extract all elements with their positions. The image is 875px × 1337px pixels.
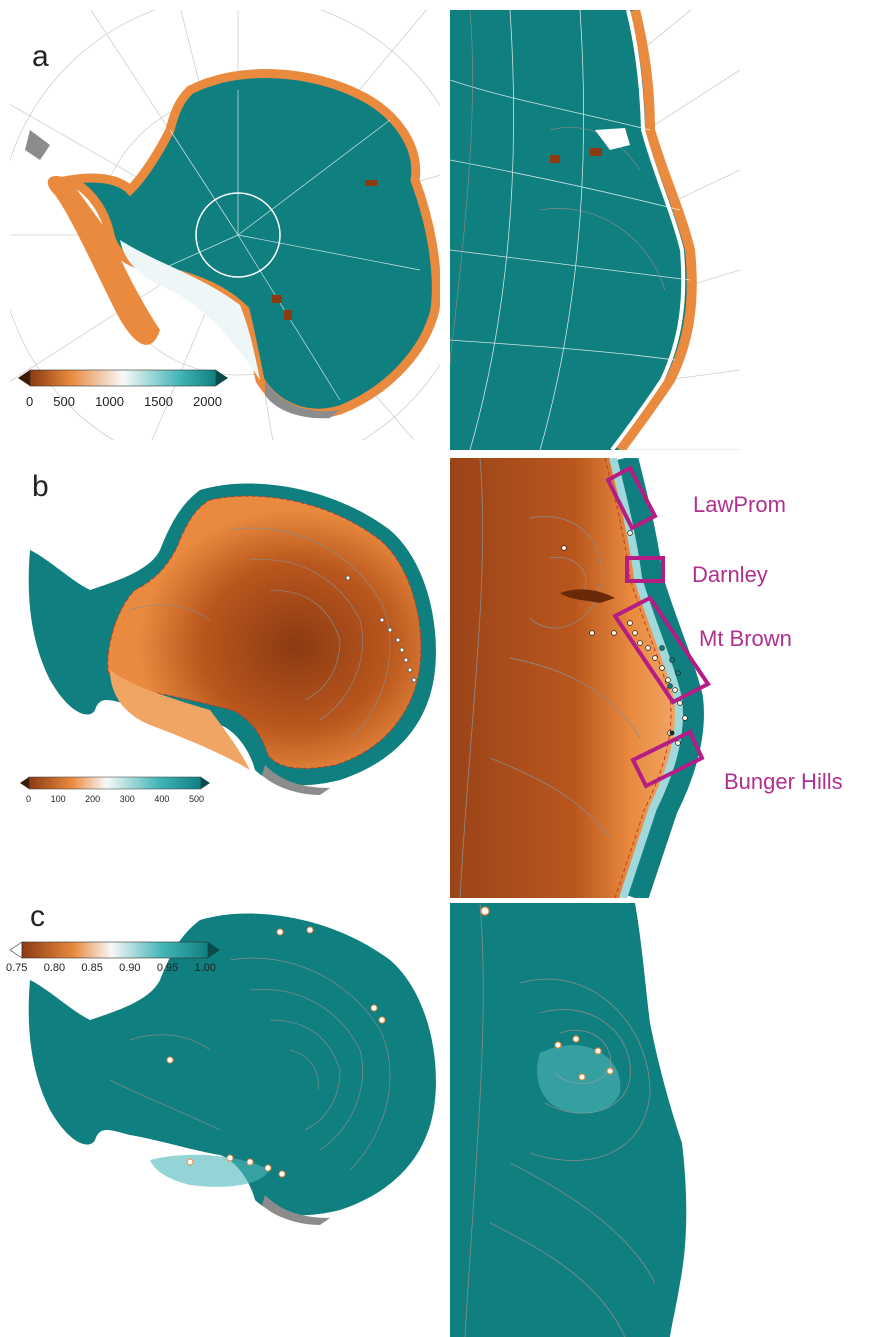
- tick-label: 2000: [193, 394, 222, 409]
- panel-a-letter: a: [32, 40, 49, 73]
- mt-brown-box: [612, 595, 711, 705]
- tick-label: 400: [154, 794, 170, 804]
- tick-label: 300: [119, 794, 135, 804]
- panel-a-zoom-map: [450, 10, 740, 450]
- panel-c-zoom-map: [450, 903, 687, 1337]
- panel-c-letter: c: [30, 900, 45, 933]
- panel-b-colorbar-ticks: 0 100 200 300 400 500: [26, 794, 204, 804]
- tick-label: 200: [85, 794, 101, 804]
- panel-b-continent-map: [28, 483, 436, 795]
- tick-label: 0.80: [43, 962, 66, 974]
- tick-label: 0.85: [81, 962, 103, 974]
- panel-c-continent-map: [28, 913, 436, 1225]
- panel-b-colorbar: [20, 776, 210, 790]
- tick-label: 0.95: [156, 962, 179, 974]
- region-label-darnley: Darnley: [692, 562, 768, 587]
- region-label-bunger-hills: Bunger Hills: [724, 769, 843, 794]
- peninsula-a: [47, 175, 160, 345]
- lawprom-box: [605, 465, 658, 531]
- antarctica-shape-c: [28, 913, 436, 1216]
- zoom-ice-sheet-c: [450, 903, 687, 1337]
- tick-label: 1.00: [194, 962, 216, 974]
- panel-c-colorbar-ticks: 0.75 0.80 0.85 0.90 0.95 1.00: [6, 962, 216, 974]
- region-boxes: [605, 465, 711, 789]
- panel-b-zoom-map: [450, 458, 740, 898]
- panel-a-continent-map: [10, 10, 440, 440]
- tick-label: 500: [188, 794, 204, 804]
- panel-b-letter: b: [32, 470, 49, 503]
- tick-label: 0: [26, 394, 34, 409]
- tick-label: 1500: [144, 394, 173, 409]
- region-label-mt-brown: Mt Brown: [699, 626, 792, 651]
- bunger-hills-box: [630, 729, 705, 789]
- antarctica-shape-b-inner: [107, 495, 422, 769]
- panel-a-colorbar-ticks: 0 500 1000 1500 2000: [26, 394, 222, 409]
- zoom-ice-sheet-a: [450, 10, 692, 450]
- panel-c-colorbar: [10, 941, 220, 959]
- antarctica-shape-a: [55, 69, 440, 418]
- tick-label: 0: [26, 794, 32, 804]
- ice-shelf-light-a: [120, 240, 260, 380]
- tick-label: 1000: [95, 394, 124, 409]
- tick-label: 100: [50, 794, 66, 804]
- darnley-box: [625, 556, 665, 583]
- tick-label: 0.75: [6, 962, 28, 974]
- region-label-lawprom: LawProm: [693, 492, 786, 517]
- tick-label: 500: [53, 394, 75, 409]
- panel-a-colorbar: [18, 369, 228, 387]
- tick-label: 0.90: [119, 962, 141, 974]
- zoom-ice-sheet-b: [450, 458, 676, 898]
